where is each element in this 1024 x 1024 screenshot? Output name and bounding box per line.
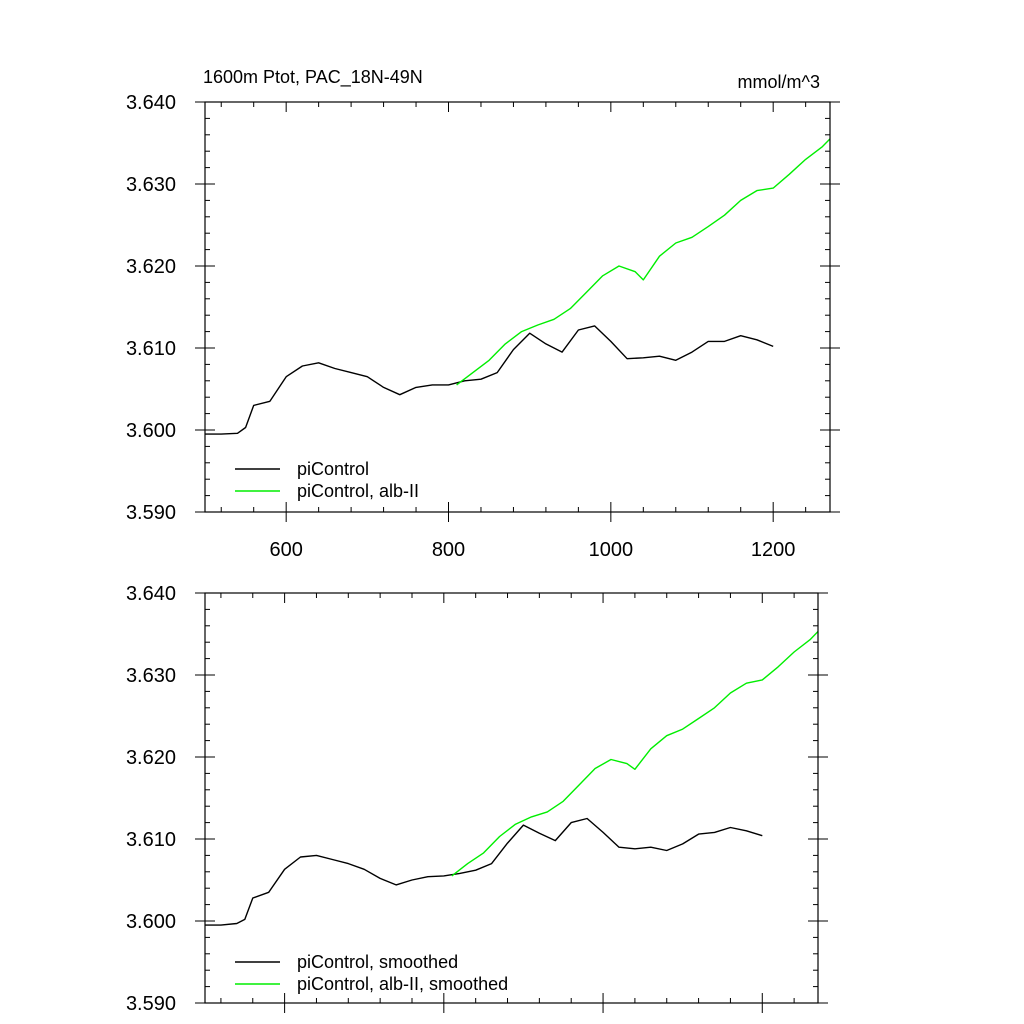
series-line bbox=[451, 631, 819, 877]
top-axis-ticks bbox=[195, 101, 840, 522]
top-series-group bbox=[205, 138, 831, 435]
y-tick-label: 3.630 bbox=[126, 174, 176, 196]
bottom-series-group bbox=[205, 631, 819, 926]
x-tick-label: 1200 bbox=[751, 539, 796, 561]
bottom-y-tick-labels: 3.590 3.600 3.610 3.620 3.630 3.640 bbox=[126, 583, 176, 1015]
legend-label: piControl bbox=[297, 459, 369, 479]
top-x-tick-labels: 600 800 1000 1200 bbox=[269, 539, 795, 561]
legend-label: piControl, smoothed bbox=[297, 952, 458, 972]
bottom-plot-frame bbox=[204, 592, 819, 1004]
top-plot-frame bbox=[204, 101, 831, 513]
bottom-chart-panel: 3.590 3.600 3.610 3.620 3.630 3.640 piControl… bbox=[126, 583, 828, 1015]
y-tick-label: 3.620 bbox=[126, 256, 176, 278]
y-tick-label: 3.620 bbox=[126, 747, 176, 769]
y-tick-label: 3.610 bbox=[126, 829, 176, 851]
legend-label: piControl, alb-II, smoothed bbox=[297, 974, 508, 994]
chart-title-right-units: mmol/m^3 bbox=[738, 72, 820, 92]
x-tick-label: 800 bbox=[432, 539, 465, 561]
y-tick-label: 3.590 bbox=[126, 502, 176, 524]
y-tick-label: 3.630 bbox=[126, 665, 176, 687]
x-tick-label: 600 bbox=[269, 539, 302, 561]
legend-label: piControl, alb-II bbox=[297, 481, 419, 501]
chart-title-left: 1600m Ptot, PAC_18N-49N bbox=[203, 67, 423, 88]
series-line bbox=[205, 817, 763, 926]
y-tick-label: 3.600 bbox=[126, 420, 176, 442]
y-tick-label: 3.590 bbox=[126, 993, 176, 1015]
y-tick-label: 3.640 bbox=[126, 92, 176, 114]
bottom-axis-ticks bbox=[195, 592, 828, 1013]
series-line bbox=[456, 138, 831, 386]
top-chart-panel: 1600m Ptot, PAC_18N-49N mmol/m^3 3.5903.… bbox=[126, 67, 840, 561]
y-tick-label: 3.610 bbox=[126, 338, 176, 360]
x-tick-label: 1000 bbox=[589, 539, 634, 561]
y-tick-label: 3.640 bbox=[126, 583, 176, 605]
y-tick-label: 3.600 bbox=[126, 911, 176, 933]
series-line bbox=[205, 325, 774, 435]
top-y-tick-labels: 3.590 3.600 3.610 3.620 3.630 3.640 bbox=[126, 92, 176, 524]
